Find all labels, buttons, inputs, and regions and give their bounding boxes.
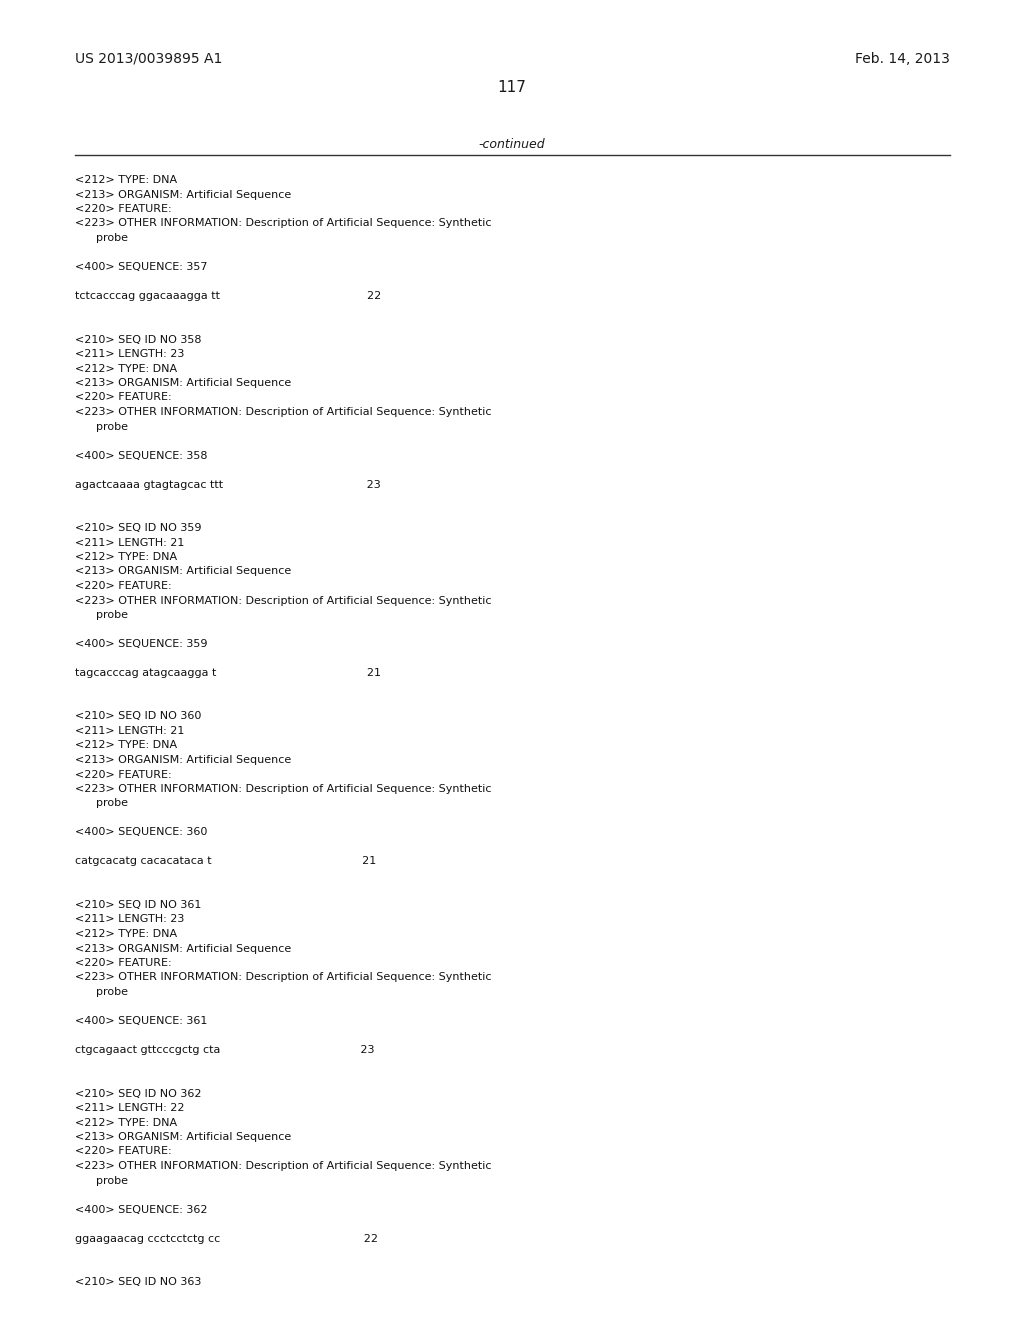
- Text: <213> ORGANISM: Artificial Sequence: <213> ORGANISM: Artificial Sequence: [75, 755, 291, 766]
- Text: <210> SEQ ID NO 362: <210> SEQ ID NO 362: [75, 1089, 202, 1098]
- Text: <400> SEQUENCE: 357: <400> SEQUENCE: 357: [75, 261, 208, 272]
- Text: <220> FEATURE:: <220> FEATURE:: [75, 958, 172, 968]
- Text: <212> TYPE: DNA: <212> TYPE: DNA: [75, 363, 177, 374]
- Text: <213> ORGANISM: Artificial Sequence: <213> ORGANISM: Artificial Sequence: [75, 566, 291, 577]
- Text: <212> TYPE: DNA: <212> TYPE: DNA: [75, 1118, 177, 1127]
- Text: <213> ORGANISM: Artificial Sequence: <213> ORGANISM: Artificial Sequence: [75, 1133, 291, 1142]
- Text: <212> TYPE: DNA: <212> TYPE: DNA: [75, 741, 177, 751]
- Text: <210> SEQ ID NO 358: <210> SEQ ID NO 358: [75, 334, 202, 345]
- Text: probe: probe: [75, 421, 128, 432]
- Text: <210> SEQ ID NO 360: <210> SEQ ID NO 360: [75, 711, 202, 722]
- Text: probe: probe: [75, 987, 128, 997]
- Text: tagcacccag atagcaagga t                                           21: tagcacccag atagcaagga t 21: [75, 668, 381, 678]
- Text: <211> LENGTH: 23: <211> LENGTH: 23: [75, 348, 184, 359]
- Text: <210> SEQ ID NO 361: <210> SEQ ID NO 361: [75, 900, 202, 909]
- Text: probe: probe: [75, 610, 128, 620]
- Text: <212> TYPE: DNA: <212> TYPE: DNA: [75, 176, 177, 185]
- Text: <211> LENGTH: 22: <211> LENGTH: 22: [75, 1104, 184, 1113]
- Text: ctgcagaact gttcccgctg cta                                        23: ctgcagaact gttcccgctg cta 23: [75, 1045, 375, 1055]
- Text: tctcacccag ggacaaagga tt                                          22: tctcacccag ggacaaagga tt 22: [75, 290, 381, 301]
- Text: <223> OTHER INFORMATION: Description of Artificial Sequence: Synthetic: <223> OTHER INFORMATION: Description of …: [75, 595, 492, 606]
- Text: <211> LENGTH: 21: <211> LENGTH: 21: [75, 726, 184, 737]
- Text: probe: probe: [75, 1176, 128, 1185]
- Text: probe: probe: [75, 799, 128, 808]
- Text: <400> SEQUENCE: 362: <400> SEQUENCE: 362: [75, 1204, 208, 1214]
- Text: <400> SEQUENCE: 358: <400> SEQUENCE: 358: [75, 450, 208, 461]
- Text: <213> ORGANISM: Artificial Sequence: <213> ORGANISM: Artificial Sequence: [75, 944, 291, 953]
- Text: <210> SEQ ID NO 359: <210> SEQ ID NO 359: [75, 523, 202, 533]
- Text: <220> FEATURE:: <220> FEATURE:: [75, 581, 172, 591]
- Text: Feb. 14, 2013: Feb. 14, 2013: [855, 51, 950, 66]
- Text: <211> LENGTH: 21: <211> LENGTH: 21: [75, 537, 184, 548]
- Text: <400> SEQUENCE: 361: <400> SEQUENCE: 361: [75, 1016, 208, 1026]
- Text: 117: 117: [498, 81, 526, 95]
- Text: <212> TYPE: DNA: <212> TYPE: DNA: [75, 552, 177, 562]
- Text: <223> OTHER INFORMATION: Description of Artificial Sequence: Synthetic: <223> OTHER INFORMATION: Description of …: [75, 1162, 492, 1171]
- Text: <211> LENGTH: 23: <211> LENGTH: 23: [75, 915, 184, 924]
- Text: ggaagaacag ccctcctctg cc                                         22: ggaagaacag ccctcctctg cc 22: [75, 1233, 378, 1243]
- Text: -continued: -continued: [478, 139, 546, 150]
- Text: <220> FEATURE:: <220> FEATURE:: [75, 770, 172, 780]
- Text: <220> FEATURE:: <220> FEATURE:: [75, 392, 172, 403]
- Text: <223> OTHER INFORMATION: Description of Artificial Sequence: Synthetic: <223> OTHER INFORMATION: Description of …: [75, 973, 492, 982]
- Text: <220> FEATURE:: <220> FEATURE:: [75, 205, 172, 214]
- Text: agactcaaaa gtagtagcac ttt                                         23: agactcaaaa gtagtagcac ttt 23: [75, 479, 381, 490]
- Text: <223> OTHER INFORMATION: Description of Artificial Sequence: Synthetic: <223> OTHER INFORMATION: Description of …: [75, 407, 492, 417]
- Text: probe: probe: [75, 234, 128, 243]
- Text: <220> FEATURE:: <220> FEATURE:: [75, 1147, 172, 1156]
- Text: <212> TYPE: DNA: <212> TYPE: DNA: [75, 929, 177, 939]
- Text: <400> SEQUENCE: 360: <400> SEQUENCE: 360: [75, 828, 208, 837]
- Text: <223> OTHER INFORMATION: Description of Artificial Sequence: Synthetic: <223> OTHER INFORMATION: Description of …: [75, 219, 492, 228]
- Text: <213> ORGANISM: Artificial Sequence: <213> ORGANISM: Artificial Sequence: [75, 190, 291, 199]
- Text: <210> SEQ ID NO 363: <210> SEQ ID NO 363: [75, 1276, 202, 1287]
- Text: catgcacatg cacacataca t                                           21: catgcacatg cacacataca t 21: [75, 857, 376, 866]
- Text: <213> ORGANISM: Artificial Sequence: <213> ORGANISM: Artificial Sequence: [75, 378, 291, 388]
- Text: <223> OTHER INFORMATION: Description of Artificial Sequence: Synthetic: <223> OTHER INFORMATION: Description of …: [75, 784, 492, 795]
- Text: <400> SEQUENCE: 359: <400> SEQUENCE: 359: [75, 639, 208, 649]
- Text: US 2013/0039895 A1: US 2013/0039895 A1: [75, 51, 222, 66]
